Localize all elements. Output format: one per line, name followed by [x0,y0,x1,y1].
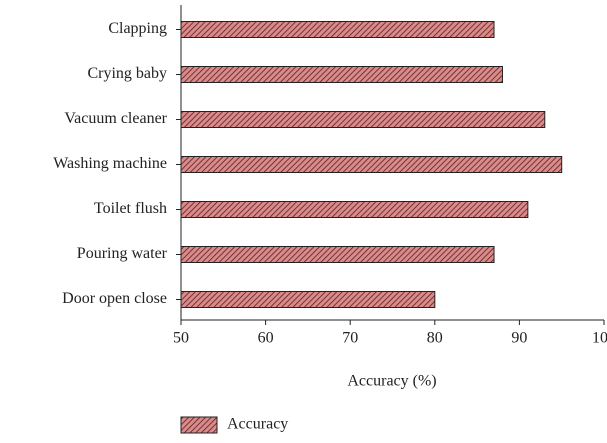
y-tick-label: Vacuum cleaner [64,110,167,127]
x-tick-label: 100 [592,330,607,347]
y-tick-label: Washing machine [53,155,167,172]
bar [180,291,436,308]
legend-swatch [180,416,218,434]
x-tick-label: 60 [258,330,274,347]
bar [180,111,546,128]
x-axis-label: Accuracy (%) [347,373,436,390]
bar [180,156,563,173]
y-tick-label: Door open close [62,290,167,307]
bar [180,246,495,263]
x-tick-label: 50 [173,330,189,347]
x-tick-label: 70 [342,330,358,347]
y-tick-label: Clapping [108,20,167,37]
y-tick-label: Toilet flush [94,200,167,217]
y-tick-label: Pouring water [77,245,168,262]
legend-label: Accuracy [227,416,288,433]
bar [180,21,495,38]
x-tick-label: 80 [427,330,443,347]
bar [180,201,529,218]
bar [180,66,503,83]
x-tick-label: 90 [511,330,527,347]
y-tick-label: Crying baby [87,65,167,82]
